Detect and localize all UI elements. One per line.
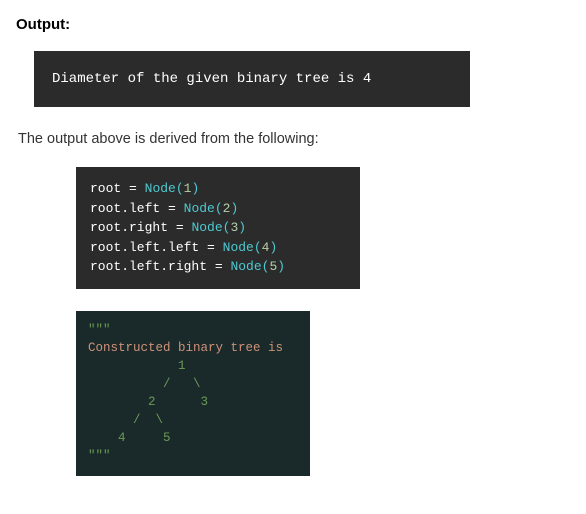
code-close: ) <box>191 181 199 196</box>
code-text: root.left.right <box>90 259 215 274</box>
code-close: ) <box>269 240 277 255</box>
tree-line: 2 3 <box>88 393 298 411</box>
code-operator: = <box>207 240 215 255</box>
tree-line: / \ <box>88 375 298 393</box>
code-call: Node( <box>145 181 184 196</box>
code-call: Node( <box>223 240 262 255</box>
tree-line: 1 <box>88 357 298 375</box>
output-description: The output above is derived from the fol… <box>18 131 570 147</box>
code-operator: = <box>129 181 137 196</box>
code-text: root.left.left <box>90 240 207 255</box>
tree-header: Constructed binary tree is <box>88 339 298 357</box>
tree-quote-close: """ <box>88 447 298 465</box>
code-text: root.left <box>90 201 168 216</box>
code-close: ) <box>230 201 238 216</box>
code-text: root.right <box>90 220 176 235</box>
tree-quote-open: """ <box>88 321 298 339</box>
tree-line: 4 5 <box>88 429 298 447</box>
code-call: Node( <box>230 259 269 274</box>
output-heading: Output: <box>16 16 570 33</box>
code-close: ) <box>277 259 285 274</box>
code-line: root.left = Node(2) <box>90 199 346 219</box>
code-call: Node( <box>191 220 230 235</box>
code-call: Node( <box>184 201 223 216</box>
code-close: ) <box>238 220 246 235</box>
tree-line: / \ <box>88 411 298 429</box>
code-line: root = Node(1) <box>90 179 346 199</box>
code-line: root.left.right = Node(5) <box>90 257 346 277</box>
code-line: root.left.left = Node(4) <box>90 238 346 258</box>
tree-diagram: """ Constructed binary tree is 1 / \ 2 3… <box>76 311 310 476</box>
code-operator: = <box>176 220 184 235</box>
code-line: root.right = Node(3) <box>90 218 346 238</box>
code-operator: = <box>168 201 176 216</box>
code-operator: = <box>215 259 223 274</box>
output-box: Diameter of the given binary tree is 4 <box>34 51 470 107</box>
code-block: root = Node(1) root.left = Node(2) root.… <box>76 167 360 289</box>
code-text: root <box>90 181 129 196</box>
